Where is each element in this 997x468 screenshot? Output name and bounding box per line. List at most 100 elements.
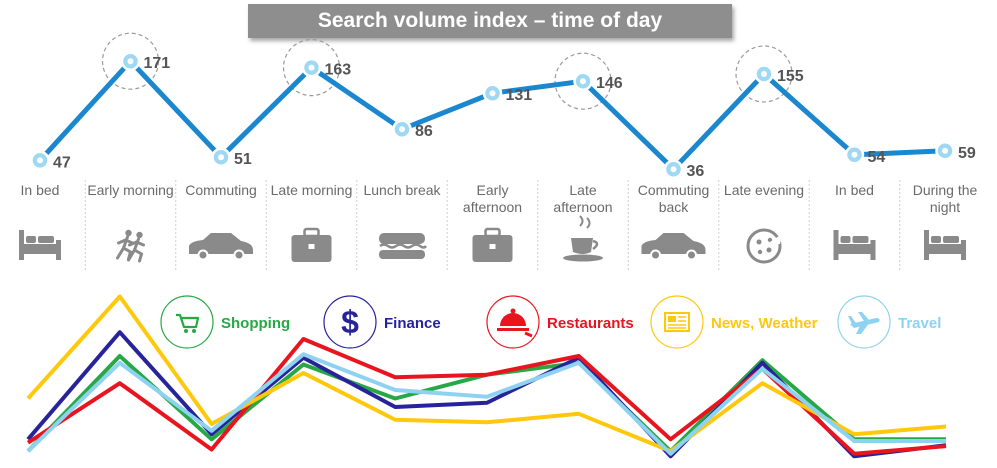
newspaper-frame <box>664 312 690 332</box>
newspaper-photo <box>668 316 676 322</box>
legend-label: Finance <box>384 315 441 332</box>
category-line-restaurants <box>26 337 947 456</box>
category-lines-chart <box>26 294 947 459</box>
bed-mattress <box>24 244 56 254</box>
car-icon <box>641 233 706 261</box>
coffee-cup-icon <box>563 215 603 262</box>
cloche-icon <box>497 308 533 338</box>
briefcase-clasp <box>489 244 496 249</box>
bed-headboard <box>924 230 929 260</box>
data-point-marker-center <box>670 166 677 173</box>
period-label: During the <box>913 182 978 198</box>
pizza-topping <box>766 247 772 253</box>
category-line-news-weather <box>26 294 947 454</box>
car-wheel <box>652 251 659 259</box>
coffee-steam <box>579 215 591 229</box>
period-dividers <box>84 180 901 272</box>
plane-wing <box>856 322 870 334</box>
legend-item-news-weather: News, Weather <box>650 295 818 349</box>
cloche-dome <box>500 313 526 326</box>
data-point-marker-center <box>127 58 134 65</box>
sandwich-icon <box>379 233 428 259</box>
pizza-topping <box>756 239 762 245</box>
bed-mattress <box>929 244 961 254</box>
briefcase-icon <box>291 227 332 262</box>
bed-pillow <box>931 236 941 243</box>
car-wheel <box>688 251 695 259</box>
pizza-crust <box>746 228 782 264</box>
briefcase-icon <box>472 227 513 262</box>
peak-halo <box>101 32 160 90</box>
data-point-marker-center <box>218 154 224 161</box>
data-label: 171 <box>144 55 171 72</box>
legend-label: Travel <box>898 315 941 332</box>
runner-body <box>127 237 145 263</box>
category-line-travel <box>26 352 946 456</box>
data-point-marker-center <box>851 151 858 158</box>
runner-head <box>125 229 132 237</box>
category-line-finance <box>26 330 947 459</box>
dollar-icon: $ <box>341 304 359 340</box>
plane-wing <box>858 312 869 321</box>
cloche-hand <box>524 331 533 338</box>
legend-item-shopping: Shopping <box>160 295 290 349</box>
data-label: 59 <box>958 145 976 162</box>
period-label: night <box>930 199 960 215</box>
bed-pillow <box>840 236 851 243</box>
cloche-plate <box>497 328 529 331</box>
pizza-topping <box>757 249 763 255</box>
car-body <box>641 233 706 254</box>
car-wheel <box>199 251 207 259</box>
period-label: Late <box>569 182 596 198</box>
coffee-cup <box>571 238 593 254</box>
search-volume-labels: 47 171 51 163 86 131 146 36 155 54 59 <box>53 55 976 180</box>
legend-icon-circle <box>323 295 377 349</box>
bed-headboard <box>19 230 24 260</box>
period-icons <box>19 215 966 264</box>
legend-label: Shopping <box>221 315 290 332</box>
pizza-topping <box>767 237 773 243</box>
data-label: 146 <box>596 75 623 92</box>
data-label: 86 <box>415 123 433 140</box>
legend-item-travel: Travel <box>837 295 941 349</box>
newspaper-icon <box>664 312 690 332</box>
plane-icon <box>848 312 880 334</box>
legend-item-finance: $ Finance <box>323 295 441 349</box>
search-volume-markers <box>30 51 955 179</box>
search-volume-line <box>38 58 946 172</box>
cart-wheel <box>184 329 188 333</box>
legend-icon-circle <box>650 295 704 349</box>
title-banner <box>248 4 732 38</box>
period-label: Early <box>477 182 509 198</box>
plane-tail <box>848 316 856 324</box>
runner-head <box>136 231 143 239</box>
data-label: 163 <box>325 62 352 79</box>
period-label: In bed <box>835 182 874 198</box>
sandwich-bottom-bun <box>379 250 425 259</box>
briefcase-handle <box>303 227 320 238</box>
data-label: 155 <box>777 68 804 85</box>
data-point-marker-center <box>37 157 43 164</box>
period-label: afternoon <box>463 199 522 215</box>
period-label: back <box>659 199 690 215</box>
peak-halo <box>735 45 793 103</box>
bed-icon <box>833 230 876 260</box>
bed-pillow <box>943 236 959 243</box>
bed-pillow <box>38 236 54 243</box>
period-label: Early morning <box>87 182 173 198</box>
data-point-marker-center <box>761 71 767 77</box>
car-body <box>189 233 253 254</box>
chart-title: Search volume index – time of day <box>317 9 663 32</box>
coffee-saucer <box>563 254 603 262</box>
car-icon <box>189 233 253 261</box>
legend-label: News, Weather <box>711 315 818 332</box>
data-point-marker-center <box>942 147 948 154</box>
pizza-icon <box>746 228 782 264</box>
bed-pillow <box>852 236 869 243</box>
period-label: afternoon <box>553 199 612 215</box>
bed-mattress <box>838 244 871 254</box>
category-legend: Shopping $ Finance Restaurants News, Weather… <box>160 295 941 349</box>
data-label: 131 <box>506 87 533 104</box>
cloche-knob <box>510 308 516 314</box>
